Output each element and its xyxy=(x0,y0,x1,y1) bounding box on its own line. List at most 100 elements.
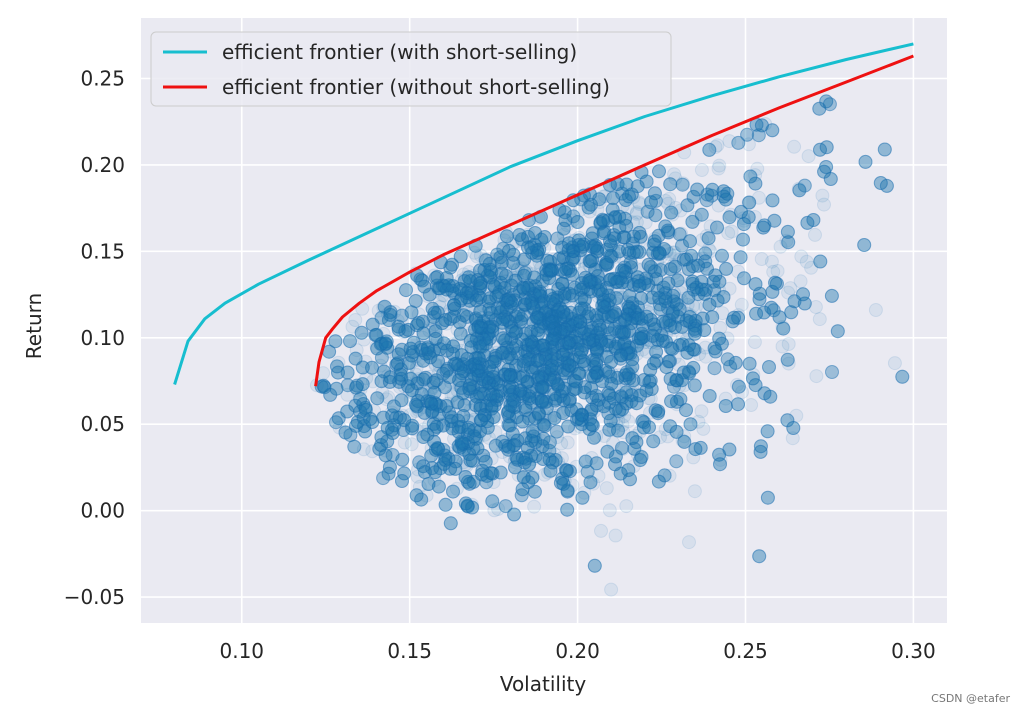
scatter-point xyxy=(436,417,450,432)
scatter-point xyxy=(419,488,434,503)
scatter-point xyxy=(764,254,779,269)
scatter-point xyxy=(469,350,484,365)
scatter-point xyxy=(616,321,631,336)
scatter-point xyxy=(722,281,737,296)
scatter-point xyxy=(487,362,502,377)
scatter-point xyxy=(748,168,763,183)
scatter-point xyxy=(562,281,577,296)
scatter-point xyxy=(390,313,405,328)
scatter-point xyxy=(793,274,808,289)
scatter-point xyxy=(541,365,556,380)
scatter-point xyxy=(629,215,644,230)
scatter-point xyxy=(577,261,592,276)
scatter-point xyxy=(569,374,584,389)
scatter-point xyxy=(420,347,435,362)
scatter-point xyxy=(572,250,587,265)
scatter-point xyxy=(579,314,594,329)
scatter-point xyxy=(625,380,640,395)
scatter-point xyxy=(439,445,454,459)
scatter-point xyxy=(703,219,718,234)
scatter-point xyxy=(493,327,508,342)
scatter-point xyxy=(501,254,516,269)
scatter-point xyxy=(676,331,691,346)
scatter-point xyxy=(527,442,542,457)
scatter-point xyxy=(812,312,827,327)
scatter-point xyxy=(499,302,514,317)
scatter-point xyxy=(498,337,513,352)
scatter-point xyxy=(535,365,550,380)
scatter-point xyxy=(589,321,604,336)
scatter-point xyxy=(616,315,631,330)
scatter-point xyxy=(585,274,600,289)
scatter-point xyxy=(587,272,602,287)
scatter-point xyxy=(466,429,481,444)
scatter-point xyxy=(466,331,481,346)
scatter-point xyxy=(595,338,610,353)
scatter-point xyxy=(624,339,639,354)
scatter-point xyxy=(551,293,566,308)
scatter-point xyxy=(465,325,480,340)
scatter-point xyxy=(779,233,794,248)
scatter-point xyxy=(469,385,484,400)
scatter-point xyxy=(495,357,509,372)
scatter-point xyxy=(615,418,630,432)
scatter-point xyxy=(568,282,583,297)
scatter-point xyxy=(642,333,657,348)
scatter-point xyxy=(582,257,597,272)
scatter-point xyxy=(561,259,576,274)
scatter-point xyxy=(557,252,572,267)
scatter-point xyxy=(689,299,704,314)
scatter-point xyxy=(758,117,773,131)
scatter-point xyxy=(564,247,578,262)
scatter-point xyxy=(535,235,550,250)
scatter-point xyxy=(616,337,631,352)
scatter-point xyxy=(663,329,677,344)
scatter-point xyxy=(710,138,725,153)
scatter-point xyxy=(532,255,547,270)
scatter-point xyxy=(465,269,480,284)
scatter-point xyxy=(647,231,662,246)
scatter-point xyxy=(561,293,576,308)
scatter-point xyxy=(441,278,456,293)
scatter-point xyxy=(815,188,830,203)
scatter-point xyxy=(605,340,620,355)
scatter-point xyxy=(667,248,682,263)
scatter-point xyxy=(545,312,560,327)
scatter-point xyxy=(505,408,520,423)
scatter-point xyxy=(664,309,679,324)
scatter-point xyxy=(381,390,396,405)
scatter-point xyxy=(563,333,578,348)
scatter-point xyxy=(404,355,419,370)
scatter-point xyxy=(501,336,516,351)
scatter-point xyxy=(887,356,902,371)
scatter-point xyxy=(595,189,610,204)
scatter-point xyxy=(498,262,513,277)
scatter-point xyxy=(672,298,686,313)
scatter-point xyxy=(581,334,596,349)
scatter-point xyxy=(713,452,728,467)
scatter-point xyxy=(532,410,547,425)
scatter-point xyxy=(465,362,479,377)
scatter-point xyxy=(551,322,566,337)
scatter-point xyxy=(375,385,390,400)
scatter-point xyxy=(521,227,536,242)
scatter-point xyxy=(655,261,670,276)
scatter-point xyxy=(404,437,419,452)
scatter-point xyxy=(630,388,645,403)
scatter-point xyxy=(601,350,615,365)
scatter-point xyxy=(559,256,574,271)
scatter-point xyxy=(547,316,562,331)
scatter-point xyxy=(491,350,506,364)
scatter-point xyxy=(470,388,484,403)
scatter-point xyxy=(427,321,442,336)
scatter-point xyxy=(489,297,504,312)
scatter-point xyxy=(471,328,486,343)
scatter-point xyxy=(520,352,535,367)
scatter-point xyxy=(472,386,487,401)
scatter-point xyxy=(809,369,824,384)
scatter-point xyxy=(561,324,576,339)
scatter-point xyxy=(445,449,460,464)
scatter-point xyxy=(471,373,486,388)
scatter-point xyxy=(559,287,574,302)
scatter-point xyxy=(504,370,518,385)
